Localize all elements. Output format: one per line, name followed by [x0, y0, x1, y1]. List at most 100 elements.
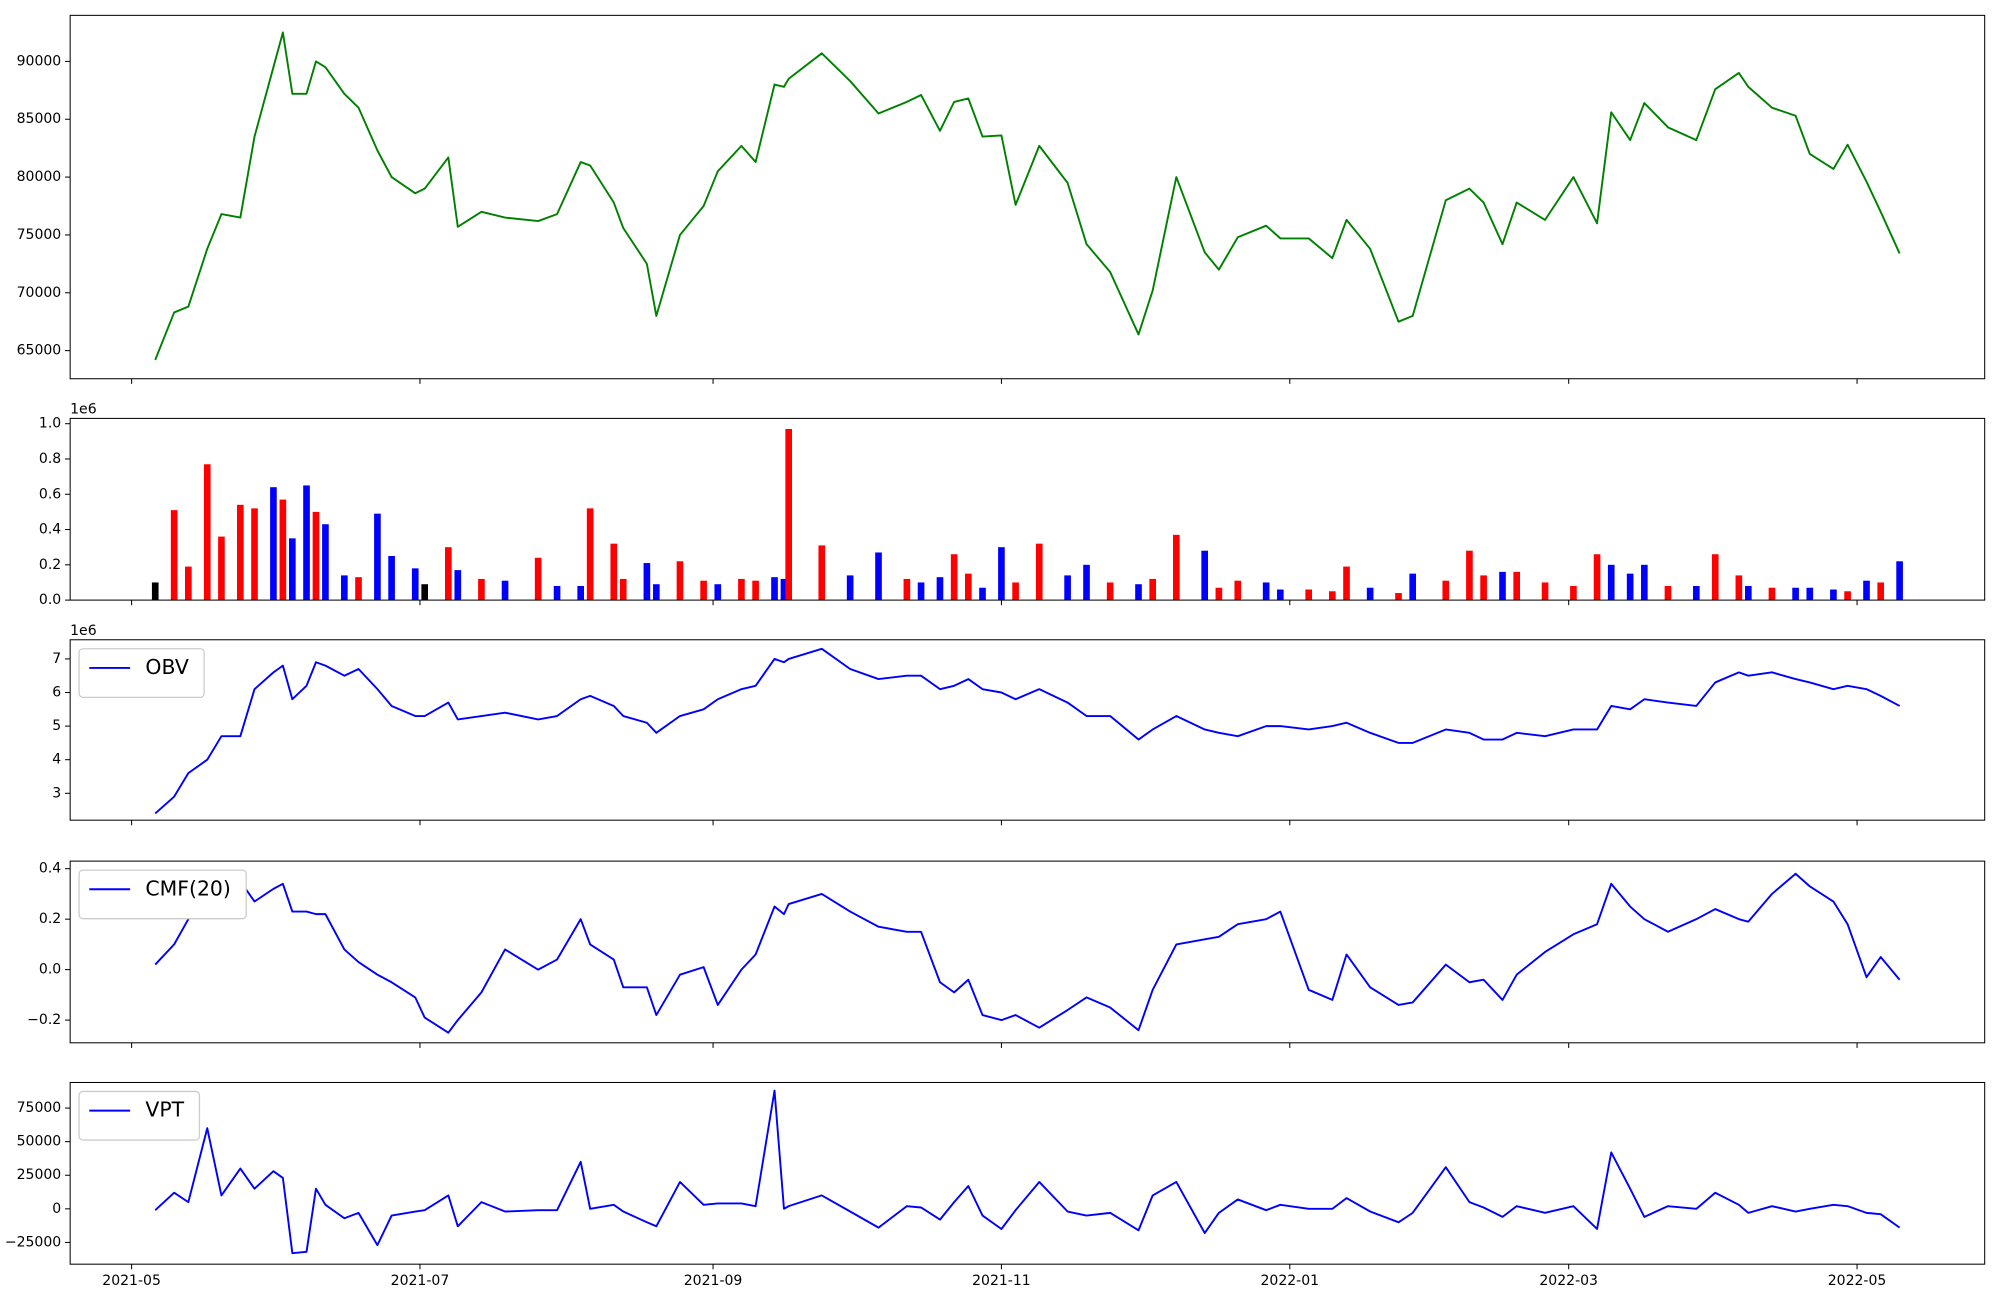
volume-bar [270, 487, 277, 601]
volume-bar [936, 577, 944, 601]
y-tick-label: 75000 [17, 227, 62, 243]
panel: −25000 0 25000 50000 75000 2021-05 2021-07 2021… [5, 1081, 1986, 1289]
volume-bar [1541, 582, 1549, 601]
volume-bar [818, 545, 826, 601]
y-tick-label: 0.0 [39, 962, 61, 978]
series-line [154, 1089, 1901, 1255]
panel: −0.2 0.0 0.2 0.4 CMF(20) [27, 860, 1986, 1048]
volume-bar [785, 428, 793, 601]
axes-frame [69, 417, 1986, 601]
volume-bar [289, 538, 296, 601]
volume-bar [1343, 566, 1350, 601]
volume-bar [1806, 587, 1814, 601]
panel: 0.0 0.2 0.4 0.6 0.8 1.0 1e6 [39, 401, 1986, 608]
y-tick-label: 0.6 [39, 486, 61, 502]
volume-bar [1262, 582, 1270, 601]
volume-bar [1607, 564, 1615, 601]
volume-bar [1064, 575, 1071, 601]
panel: 3 4 5 6 7 1e6 OBV [52, 623, 1986, 826]
legend: CMF(20) [78, 869, 247, 920]
volume-bar [355, 577, 362, 601]
volume-bar [1106, 582, 1114, 601]
volume-bar [445, 547, 452, 601]
volume-bar [676, 561, 684, 601]
volume-bar [341, 575, 348, 601]
volume-bar [1863, 580, 1870, 601]
axes-frame [69, 14, 1986, 380]
volume-bar [653, 584, 660, 601]
legend-label: OBV [145, 655, 188, 679]
axes-frame [69, 1081, 1986, 1265]
volume-bar [950, 554, 958, 601]
volume-bar [738, 578, 745, 601]
volume-bar [586, 508, 594, 601]
volume-bar [714, 584, 722, 601]
volume-bar [1877, 582, 1885, 601]
volume-bar [1277, 589, 1284, 601]
volume-bar [170, 510, 178, 601]
legend-box [78, 1090, 201, 1141]
volume-bar [577, 585, 585, 601]
y-tick-label: 3 [52, 785, 61, 801]
volume-bar [1570, 585, 1577, 601]
volume-bar [610, 543, 618, 601]
volume-bar [1626, 573, 1634, 601]
volume-bar [151, 582, 159, 601]
y-tick-label: 70000 [17, 285, 62, 301]
y-tick-label: 85000 [17, 111, 62, 127]
volume-bar [1012, 582, 1019, 601]
volume-bar [1896, 561, 1903, 601]
volume-bar [1745, 585, 1752, 601]
volume-bar [965, 573, 972, 601]
axis-offset-text: 1e6 [70, 401, 97, 417]
y-tick-label: 25000 [17, 1167, 62, 1183]
volume-bar [1480, 575, 1487, 601]
axes-frame [69, 639, 1986, 821]
volume-bar [411, 568, 419, 601]
volume-bar [1735, 575, 1743, 601]
volume-bar [1234, 580, 1242, 601]
series-line [154, 647, 1901, 815]
volume-bar [1768, 587, 1776, 601]
volume-bar [979, 587, 986, 601]
legend: VPT [78, 1090, 201, 1141]
x-tick-label: 2021-05 [102, 1273, 161, 1289]
volume-bar [1135, 584, 1142, 601]
volume-bar [1083, 564, 1090, 601]
volume-bar [1305, 589, 1313, 601]
series-line [154, 31, 1901, 361]
volume-bar [1792, 587, 1799, 601]
volume-bar [1513, 571, 1521, 601]
volume-bar [501, 580, 509, 601]
volume-bar [1664, 585, 1672, 601]
y-tick-label: 90000 [17, 53, 62, 69]
volume-bar [1329, 591, 1336, 601]
y-tick-label: 0.0 [39, 592, 61, 608]
volume-bar [917, 582, 925, 601]
volume-bar [875, 552, 882, 601]
volume-bar [752, 580, 759, 601]
volume-bar [1442, 580, 1450, 601]
y-tick-label: 80000 [17, 169, 62, 185]
volume-bar [1409, 573, 1417, 601]
y-tick-label: 65000 [17, 343, 62, 359]
volume-bar [1593, 554, 1601, 601]
volume-bar [903, 578, 911, 601]
volume-bar [771, 577, 778, 601]
volume-bar [1466, 550, 1473, 601]
volume-bar [1366, 587, 1374, 601]
x-tick-label: 2022-01 [1260, 1273, 1319, 1289]
volume-bar [322, 524, 329, 601]
volume-bar [1395, 593, 1402, 601]
volume-bar [1173, 534, 1180, 601]
volume-bar [312, 511, 320, 601]
volume-bar [421, 584, 429, 601]
volume-bar [279, 499, 287, 601]
y-tick-label: 1.0 [39, 416, 61, 432]
volume-bar [1215, 587, 1223, 601]
volume-bar [1149, 578, 1157, 601]
volume-bar [1844, 591, 1851, 601]
volume-bar [846, 575, 854, 601]
axes-frame [69, 860, 1986, 1044]
